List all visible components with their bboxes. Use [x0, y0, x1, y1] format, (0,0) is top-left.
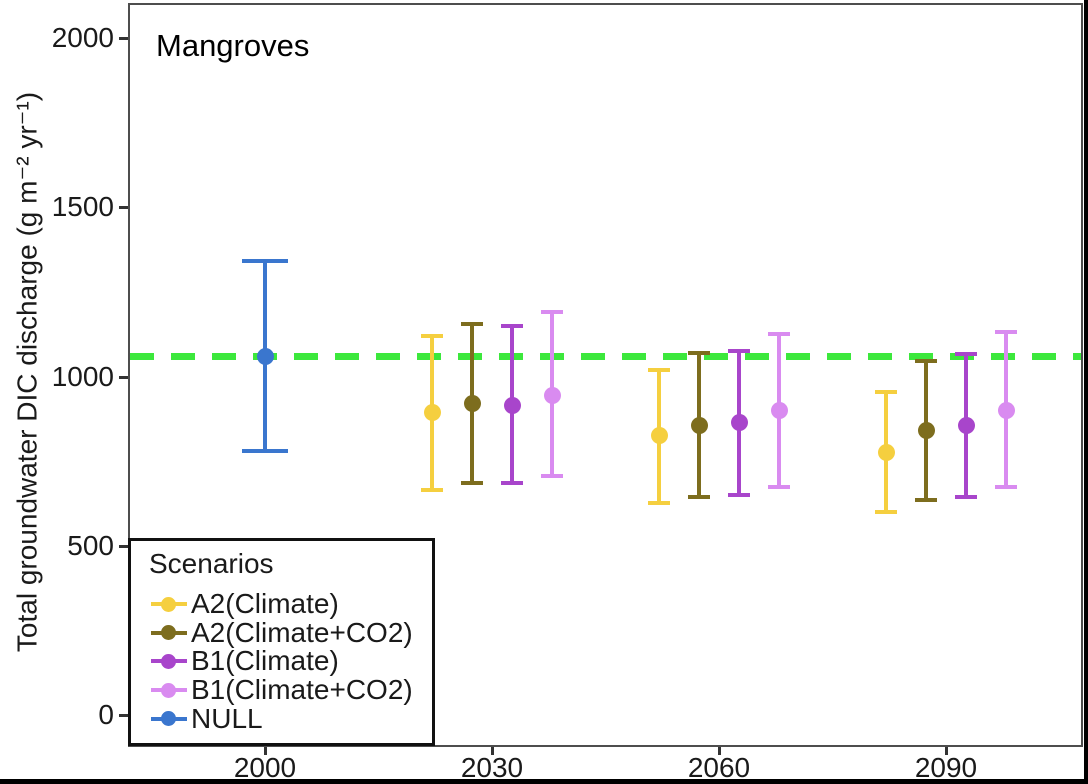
- y-tick-label: 1500: [51, 191, 114, 223]
- data-point: [957, 417, 975, 435]
- errorbar-cap-top: [541, 310, 563, 315]
- errorbar-cap-bottom: [995, 484, 1017, 489]
- errorbar-cap-top: [421, 333, 443, 338]
- data-point: [543, 386, 561, 404]
- legend-marker-dot: [161, 596, 176, 612]
- pointrange-marker-icon: [149, 594, 191, 614]
- y-tick-mark: [119, 375, 128, 379]
- errorbar-cap-bottom: [648, 501, 670, 506]
- x-tick-mark: [263, 747, 267, 755]
- errorbar-cap-top: [875, 389, 897, 394]
- errorbar-cap-top: [242, 259, 288, 264]
- pointrange-marker-icon: [149, 680, 191, 700]
- data-point: [503, 396, 521, 414]
- legend-marker-dot: [161, 653, 176, 669]
- errorbar-cap-top: [768, 332, 790, 337]
- x-tick-label: 2090: [914, 752, 978, 783]
- pointrange-marker-icon: [149, 651, 191, 671]
- errorbar-cap-bottom: [915, 498, 937, 503]
- legend-item-label: B1(Climate): [191, 645, 339, 677]
- errorbar-cap-bottom: [688, 494, 710, 499]
- data-point: [650, 427, 668, 445]
- legend-items: A2(Climate) A2(Climate+CO2) B1(Climate) B1(…: [149, 588, 432, 734]
- errorbar-cap-bottom: [768, 484, 790, 489]
- data-point: [690, 417, 708, 435]
- legend-item-label: A2(Climate): [191, 588, 339, 620]
- y-tick-label: 500: [67, 529, 114, 561]
- data-point: [730, 413, 748, 431]
- errorbar-cap-bottom: [501, 481, 523, 486]
- errorbar-cap-bottom: [541, 474, 563, 479]
- errorbar-cap-top: [461, 322, 483, 327]
- pointrange-marker-icon: [149, 623, 191, 643]
- errorbar-cap-bottom: [728, 492, 750, 497]
- errorbar-cap-bottom: [242, 448, 288, 453]
- errorbar-cap-top: [995, 330, 1017, 335]
- y-tick-mark: [119, 206, 128, 210]
- y-tick-mark: [119, 714, 128, 717]
- legend-item: A2(Climate): [149, 588, 432, 620]
- y-tick-mark: [119, 544, 128, 548]
- data-point: [463, 395, 481, 413]
- x-tick-label: 2000: [233, 752, 297, 783]
- errorbar-cap-top: [955, 352, 977, 357]
- legend-marker-dot: [161, 711, 176, 727]
- errorbar-cap-top: [688, 350, 710, 355]
- legend-item-label: NULL: [191, 702, 263, 734]
- x-tick-mark: [490, 747, 494, 755]
- y-tick-label: 0: [98, 699, 114, 730]
- errorbar-cap-bottom: [955, 494, 977, 499]
- data-point: [877, 444, 895, 462]
- errorbar-cap-bottom: [421, 487, 443, 492]
- data-point: [917, 422, 935, 440]
- legend-item: A2(Climate+CO2): [149, 616, 432, 648]
- legend-marker-dot: [161, 625, 176, 641]
- legend-item: B1(Climate): [149, 645, 432, 677]
- errorbar-cap-top: [648, 367, 670, 372]
- x-tick-mark: [717, 747, 721, 755]
- legend-title: Scenarios: [149, 548, 274, 579]
- data-point: [997, 401, 1015, 419]
- y-tick-mark: [119, 37, 128, 40]
- errorbar-cap-top: [915, 359, 937, 364]
- errorbar-cap-top: [728, 349, 750, 354]
- errorbar-cap-top: [501, 323, 523, 328]
- reference-line: [130, 352, 1081, 360]
- legend-item-label: B1(Climate+CO2): [191, 674, 413, 706]
- legend-marker-dot: [161, 682, 176, 698]
- legend: Scenarios A2(Climate) A2(Climate+CO2) B1(C…: [128, 538, 435, 746]
- data-point: [423, 403, 441, 421]
- data-point: [770, 401, 788, 419]
- legend-item-label: A2(Climate+CO2): [191, 616, 413, 648]
- data-point: [256, 347, 274, 365]
- plot-title: Mangroves: [156, 28, 310, 63]
- legend-item: B1(Climate+CO2): [149, 674, 432, 706]
- y-tick-label: 2000: [51, 22, 114, 53]
- x-tick-label: 2060: [687, 752, 751, 783]
- x-tick-mark: [944, 747, 948, 755]
- errorbar-cap-bottom: [461, 481, 483, 486]
- errorbar-cap-bottom: [875, 509, 897, 514]
- x-tick-label: 2030: [460, 752, 524, 783]
- pointrange-marker-icon: [149, 709, 191, 729]
- legend-item: NULL: [149, 702, 432, 734]
- y-tick-label: 1000: [51, 360, 114, 392]
